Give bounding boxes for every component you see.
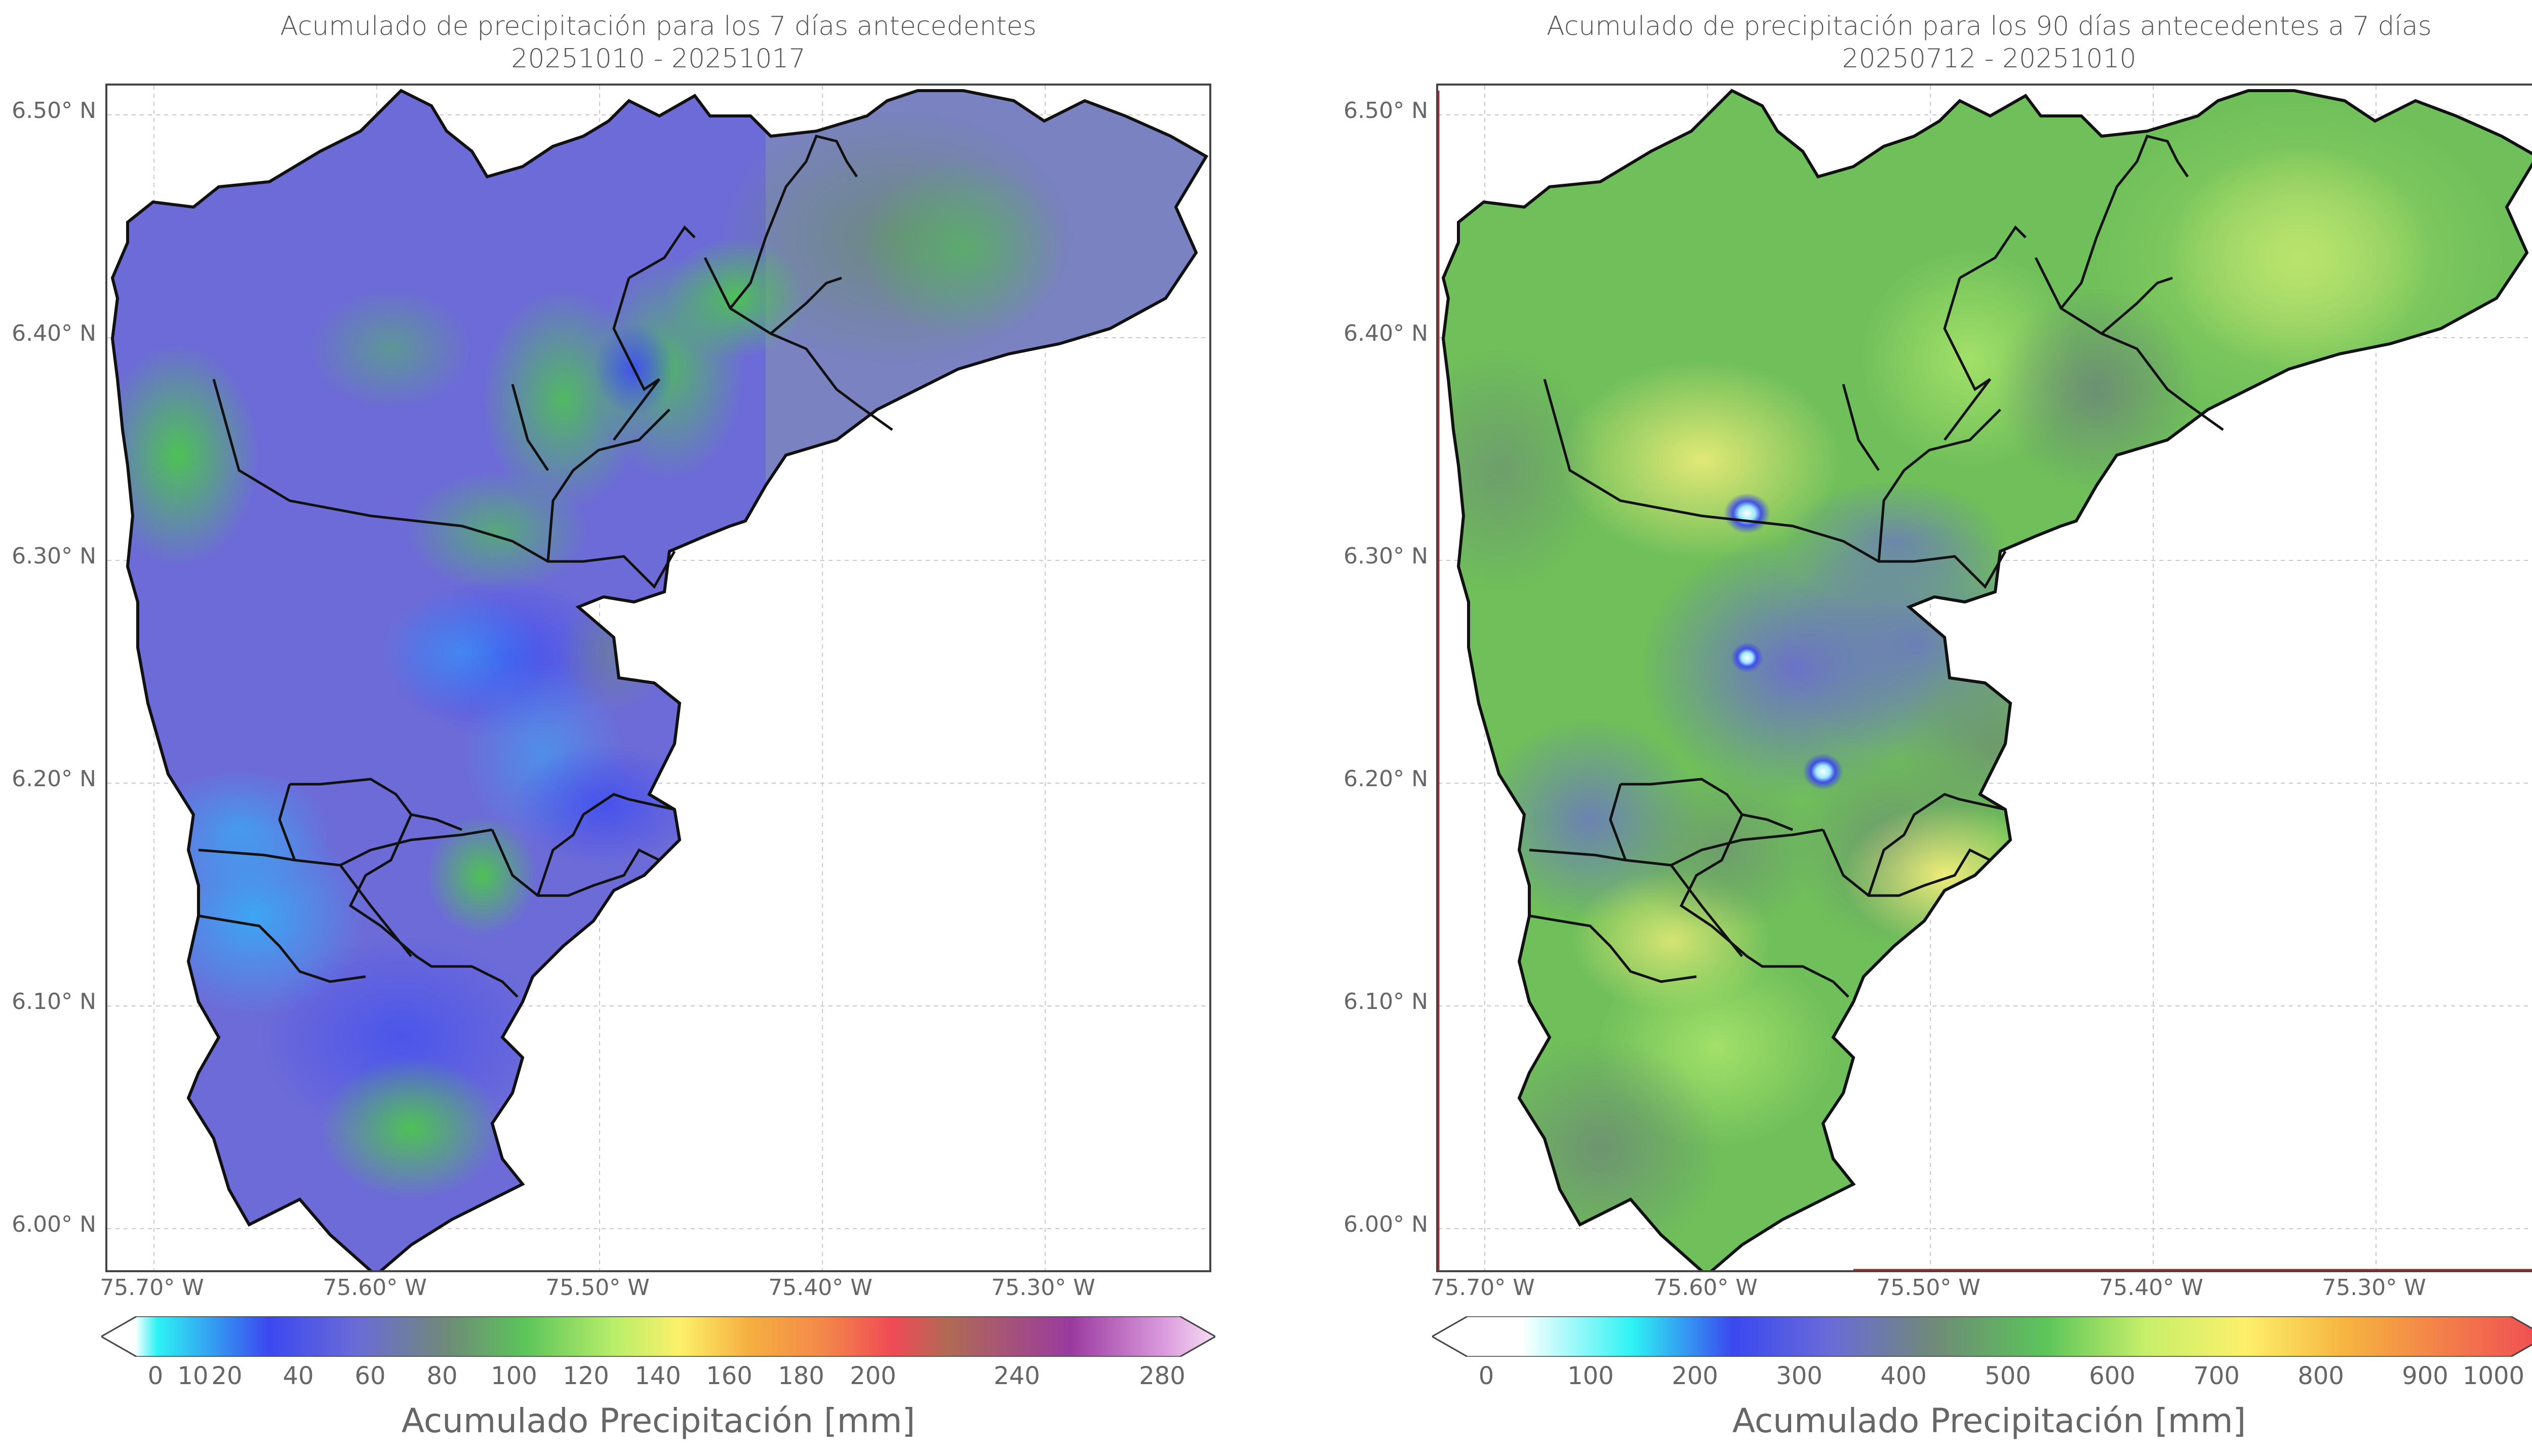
left-title: Acumulado de precipitación para los 7 dí… xyxy=(106,10,1210,75)
right-colorbar xyxy=(1432,1316,2532,1357)
left-lat-tick: 6.50° N xyxy=(12,98,96,124)
left-lon-tick: 75.40° W xyxy=(768,1275,873,1301)
right-cbar-tick: 600 xyxy=(2089,1362,2135,1390)
left-cbar-tick: 100 xyxy=(491,1362,537,1390)
right-cbar-tick: 0 xyxy=(1478,1362,1494,1390)
left-map xyxy=(107,86,1209,1270)
left-cbar-tick: 240 xyxy=(994,1362,1040,1390)
right-lon-tick: 75.60° W xyxy=(1653,1275,1758,1301)
left-colorbar xyxy=(101,1316,1215,1357)
left-lon-tick: 75.30° W xyxy=(991,1275,1095,1301)
right-map-frame[interactable] xyxy=(1436,84,2532,1272)
left-lon-tick: 75.50° W xyxy=(545,1275,650,1301)
right-title-line1: Acumulado de precipitación para los 90 d… xyxy=(1547,11,2432,42)
right-cbar-tick: 400 xyxy=(1880,1362,1927,1390)
right-lat-tick: 6.30° N xyxy=(1343,543,1428,569)
left-cbar-tick: 20 xyxy=(211,1362,243,1390)
left-title-line2: 20251010 - 20251017 xyxy=(511,44,806,74)
left-cbar-tick: 80 xyxy=(426,1362,458,1390)
right-cbar-tick: 800 xyxy=(2298,1362,2344,1390)
right-title-line2: 20250712 - 20251010 xyxy=(1842,44,2137,74)
right-cbar-tick: 500 xyxy=(1985,1362,2031,1390)
right-cbar-tick: 300 xyxy=(1776,1362,1823,1390)
right-lon-tick: 75.70° W xyxy=(1431,1275,1535,1301)
left-lat-tick: 6.00° N xyxy=(12,1211,96,1237)
left-municipal-boundaries xyxy=(198,135,893,998)
right-cbar-tick: 1000 xyxy=(2462,1362,2525,1390)
left-lat-tick: 6.20° N xyxy=(12,766,96,792)
left-cbar-tick: 140 xyxy=(635,1362,681,1390)
left-lon-tick: 75.70° W xyxy=(100,1275,204,1301)
right-lat-tick: 6.50° N xyxy=(1343,98,1428,124)
left-lat-tick: 6.40° N xyxy=(12,320,96,346)
left-cbar-tick: 10 xyxy=(177,1362,209,1390)
left-title-line1: Acumulado de precipitación para los 7 dí… xyxy=(280,11,1037,42)
left-lon-tick: 75.60° W xyxy=(323,1275,427,1301)
left-cbar-tick: 0 xyxy=(147,1362,164,1390)
right-cbar-tick: 900 xyxy=(2402,1362,2448,1390)
right-lon-tick: 75.30° W xyxy=(2322,1275,2426,1301)
right-lon-tick: 75.50° W xyxy=(1876,1275,1981,1301)
right-lat-tick: 6.10° N xyxy=(1343,989,1428,1015)
left-cbar-tick: 200 xyxy=(850,1362,896,1390)
left-cbar-tick: 60 xyxy=(354,1362,386,1390)
left-cbar-tick: 120 xyxy=(563,1362,609,1390)
right-map xyxy=(1438,86,2532,1270)
left-map-frame[interactable] xyxy=(105,84,1211,1272)
right-lat-tick: 6.20° N xyxy=(1343,766,1428,792)
right-lat-tick: 6.00° N xyxy=(1343,1211,1428,1237)
right-cbar-tick: 700 xyxy=(2193,1362,2240,1390)
left-cbar-tick: 160 xyxy=(706,1362,753,1390)
right-municipal-boundaries xyxy=(1529,135,2224,998)
right-title: Acumulado de precipitación para los 90 d… xyxy=(1437,10,2532,75)
right-lon-tick: 75.40° W xyxy=(2099,1275,2203,1301)
left-lat-tick: 6.10° N xyxy=(12,989,96,1015)
left-cbar-tick: 280 xyxy=(1139,1362,1185,1390)
right-cbar-tick: 100 xyxy=(1567,1362,1614,1390)
left-colorbar-label: Acumulado Precipitación [mm] xyxy=(401,1401,916,1440)
right-colorbar-label: Acumulado Precipitación [mm] xyxy=(1732,1401,2246,1440)
left-cbar-tick: 180 xyxy=(778,1362,824,1390)
right-lat-tick: 6.40° N xyxy=(1343,320,1428,346)
left-lat-tick: 6.30° N xyxy=(12,543,96,569)
left-cbar-tick: 40 xyxy=(283,1362,314,1390)
right-cbar-tick: 200 xyxy=(1672,1362,1718,1390)
